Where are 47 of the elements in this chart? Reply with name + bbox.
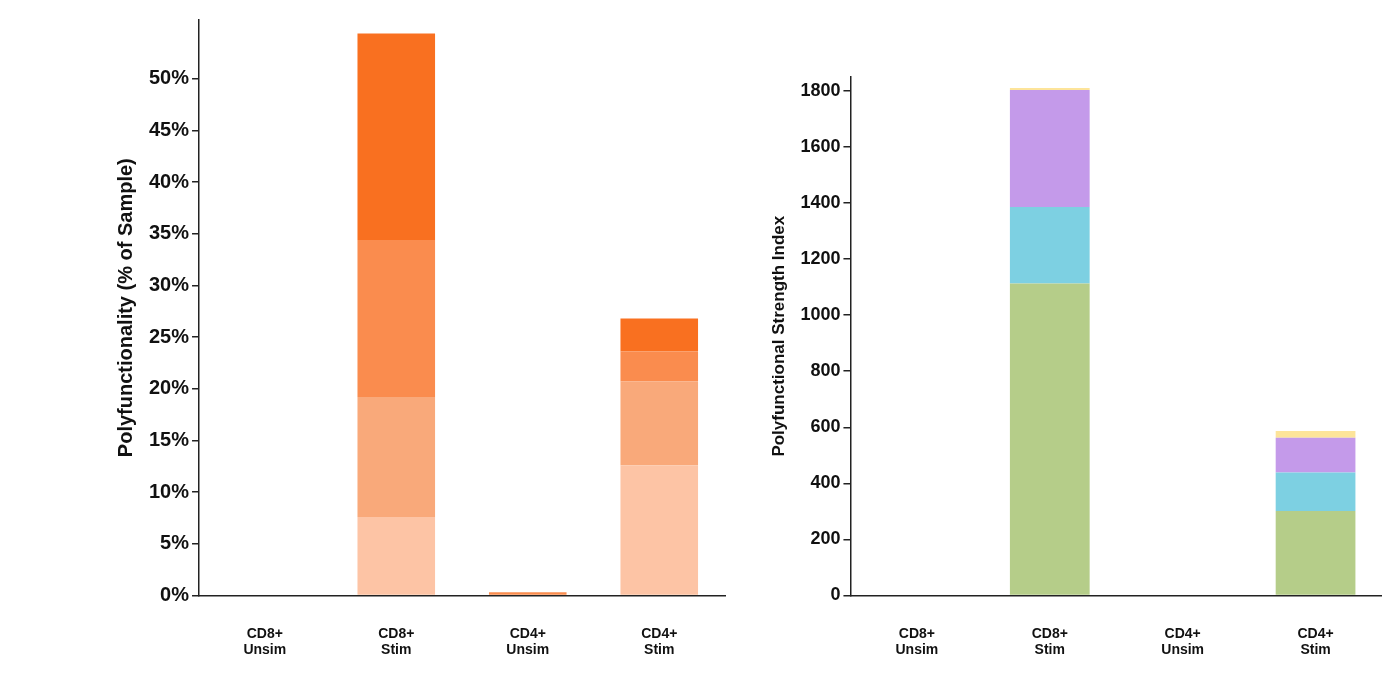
- x-tick-label: CD4+ Stim: [1297, 624, 1334, 658]
- x-tick-label: CD8+ Unsim: [243, 624, 287, 658]
- y-tick-label: 50%: [149, 66, 190, 89]
- bar: [620, 381, 699, 466]
- x-tick-label: CD4+ Unsim: [1161, 624, 1205, 658]
- y-tick-label: 20%: [149, 376, 190, 399]
- bar: [1275, 472, 1356, 512]
- y-tick-label: 1000: [800, 304, 841, 325]
- y-tick-label: 40%: [149, 169, 190, 192]
- x-tick-label: CD8+ Stim: [378, 624, 415, 658]
- bar: [357, 397, 436, 517]
- y-tick-label: 10%: [149, 479, 190, 502]
- y-tick-label: 400: [810, 472, 841, 493]
- y-tick-label: 0: [830, 584, 841, 605]
- y-tick-label: 600: [810, 416, 841, 437]
- bar: [357, 33, 436, 241]
- y-tick-label: 1800: [800, 79, 841, 100]
- x-tick-label: CD4+ Unsim: [506, 624, 550, 658]
- y-tick-label: 800: [810, 360, 841, 381]
- y-tick-label: 45%: [149, 118, 190, 141]
- bar: [620, 318, 699, 352]
- y-tick-label: 200: [810, 528, 841, 549]
- y-tick-label: 15%: [149, 427, 190, 450]
- y-tick-label: 1600: [800, 136, 841, 157]
- y-tick-label: 0%: [160, 582, 190, 605]
- x-tick-label: CD8+ Unsim: [895, 624, 939, 658]
- bar: [357, 516, 436, 595]
- y-tick-label: 35%: [149, 221, 190, 244]
- x-tick-label: CD8+ Stim: [1031, 624, 1068, 658]
- y-tick-label: 1200: [800, 248, 841, 269]
- bar: [488, 592, 567, 595]
- bar: [1009, 89, 1090, 208]
- y-tick-label: 25%: [149, 324, 190, 347]
- bar: [620, 351, 699, 382]
- y-tick-label: 5%: [160, 531, 190, 554]
- y-axis-title: Polyfunctionality (% of Sample): [113, 158, 136, 458]
- bar: [1009, 283, 1090, 595]
- x-tick-label: CD4+ Stim: [641, 624, 678, 658]
- y-tick-label: 30%: [149, 273, 190, 296]
- y-tick-label: 1400: [800, 192, 841, 213]
- y-axis-title: Polyfunctional Strength Index: [768, 215, 788, 457]
- bar: [357, 240, 436, 398]
- bar: [1275, 430, 1356, 438]
- bar: [620, 465, 699, 595]
- bar: [1275, 437, 1356, 473]
- bar: [1275, 511, 1356, 595]
- bar: [1009, 207, 1090, 284]
